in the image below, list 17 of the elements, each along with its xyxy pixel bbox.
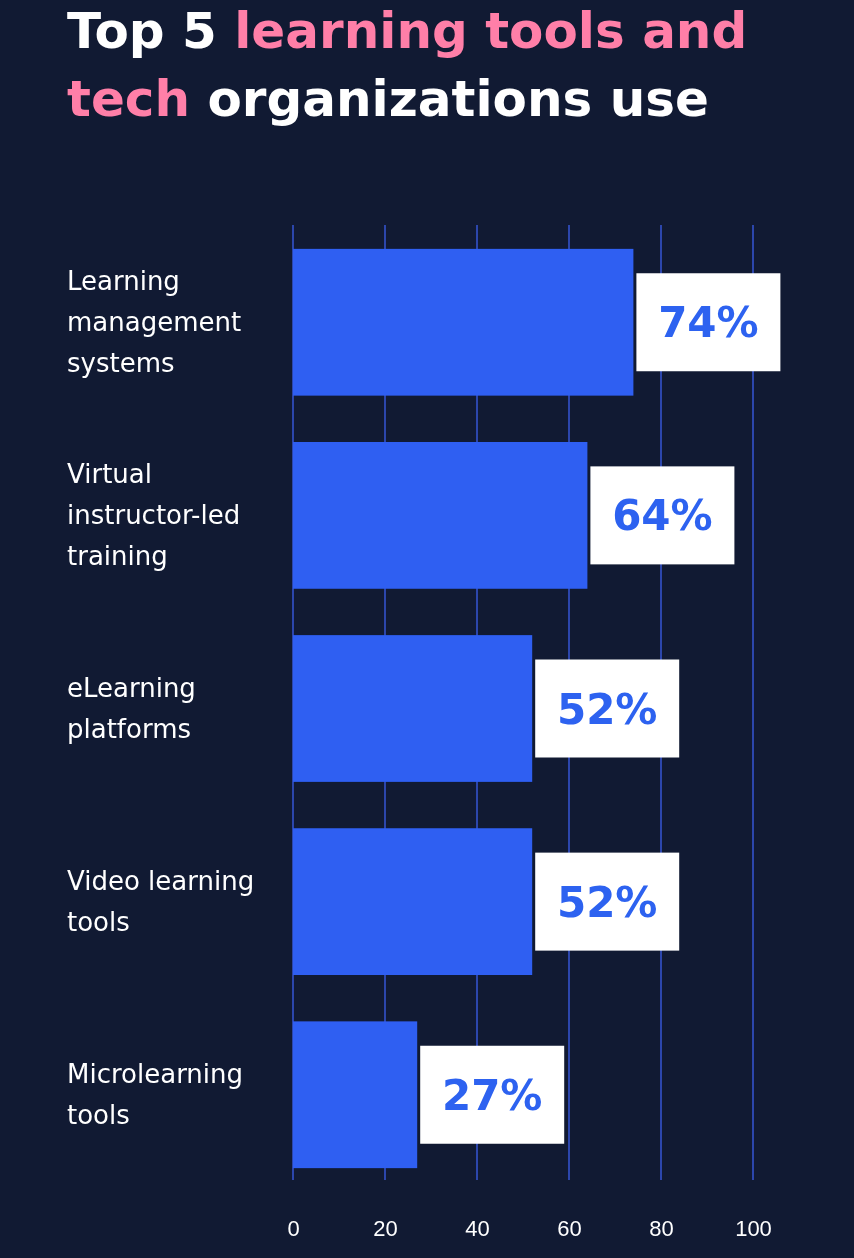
data-label: 52%	[556, 877, 658, 927]
x-tick-label: 0	[287, 1215, 300, 1241]
data-label: 64%	[612, 491, 713, 541]
x-tick-label: 60	[557, 1215, 582, 1241]
y-tick-label: Microlearning tools	[67, 1059, 244, 1131]
x-tick-label: 40	[465, 1215, 490, 1241]
y-tick-label: Virtual instructor-led training	[67, 459, 241, 572]
y-tick-label: Video learning tools	[67, 866, 255, 938]
x-tick-label: 100	[735, 1215, 772, 1241]
data-label: 27%	[441, 1070, 543, 1120]
x-tick-label: 20	[373, 1215, 398, 1241]
x-tick-label: 80	[649, 1215, 674, 1241]
chart-title: Top 5 learning tools and tech organizations use	[67, 2, 748, 128]
y-tick-label: Learning management systems	[67, 266, 242, 379]
y-tick-label: eLearning platforms	[67, 673, 196, 744]
data-label: 52%	[556, 684, 658, 734]
data-label: 74%	[658, 298, 759, 348]
